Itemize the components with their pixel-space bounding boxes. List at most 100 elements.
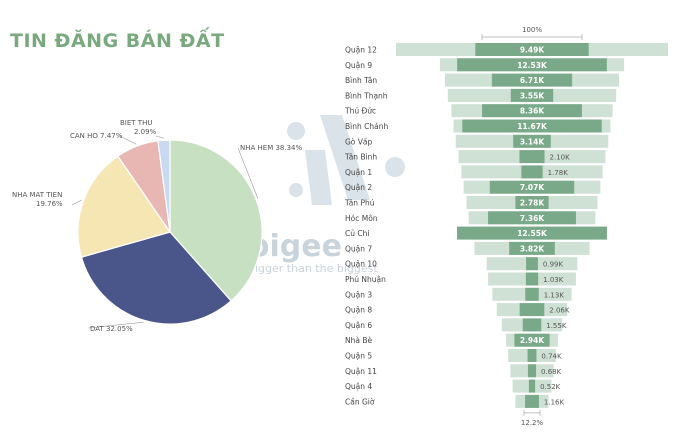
funnel-value-label: 12.55K xyxy=(517,229,548,238)
funnel-bar[interactable] xyxy=(488,211,576,225)
funnel-value-label: 9.49K xyxy=(520,46,546,55)
funnel-bar[interactable] xyxy=(525,394,539,408)
funnel-category-label: Quận 2 xyxy=(345,183,372,192)
funnel-value-label: 1.16K xyxy=(544,398,565,406)
pie-slice[interactable] xyxy=(169,139,263,302)
funnel-category-label: Quận 9 xyxy=(345,61,372,70)
funnel-bar[interactable] xyxy=(515,196,549,209)
funnel-category-label: Bình Thạnh xyxy=(345,91,388,100)
funnel-category-label: Quận 6 xyxy=(345,321,372,330)
watermark-shape xyxy=(305,150,332,205)
funnel-bar[interactable] xyxy=(528,379,536,393)
funnel-bar[interactable] xyxy=(525,272,539,286)
pie-slice[interactable] xyxy=(77,155,171,258)
funnel-bar[interactable] xyxy=(510,88,554,102)
funnel-category-label: Tân Phú xyxy=(344,199,375,208)
pie-slice-label: BIET THU xyxy=(120,119,152,127)
funnel-value-label: 3.14K xyxy=(520,137,546,146)
funnel-bar[interactable] xyxy=(489,180,575,194)
pie-slice-label: DAT 32.05% xyxy=(90,325,133,333)
funnel-category-label: Gò Vấp xyxy=(345,137,373,146)
funnel-category-label: Quận 11 xyxy=(345,367,377,376)
funnel-category-label: Nhà Bè xyxy=(345,336,372,345)
funnel-category-label: Quận 5 xyxy=(345,352,372,361)
pie-leader-line xyxy=(155,135,164,139)
funnel-category-label: Quận 7 xyxy=(345,244,372,253)
funnel-value-label: 0.52K xyxy=(540,383,561,391)
funnel-bar[interactable] xyxy=(526,257,538,271)
funnel-value-label: 0.68K xyxy=(541,368,562,376)
funnel-value-label: 2.94K xyxy=(520,336,546,345)
funnel-value-label: 3.82K xyxy=(520,244,546,253)
funnel-bar[interactable] xyxy=(475,43,589,56)
funnel-value-label: 7.07K xyxy=(520,183,546,192)
funnel-bar[interactable] xyxy=(457,58,607,72)
funnel-bar[interactable] xyxy=(462,119,602,133)
funnel-category-label: Bình Chánh xyxy=(345,122,388,131)
pie-slice-pct-label: 19.76% xyxy=(36,200,63,208)
watermark-dot xyxy=(289,183,303,197)
funnel-value-label: 7.36K xyxy=(520,214,546,223)
funnel-category-label: Thủ Đức xyxy=(344,107,376,116)
funnel-value-label: 1.03K xyxy=(543,276,564,284)
funnel-value-label: 6.71K xyxy=(520,76,546,85)
funnel-bar[interactable] xyxy=(482,104,582,118)
funnel-value-label: 1.13K xyxy=(544,291,565,299)
pie-leader-line xyxy=(87,321,144,329)
funnel-category-label: Hóc Môn xyxy=(345,214,378,223)
funnel-value-label: 8.36K xyxy=(520,107,546,116)
funnel-category-label: Tân Bình xyxy=(344,153,377,162)
funnel-category-label: Cần Giờ xyxy=(345,397,375,406)
funnel-value-label: 2.10K xyxy=(550,154,571,162)
funnel-value-label: 0.74K xyxy=(541,353,562,361)
funnel-bar[interactable] xyxy=(514,333,550,347)
pie-slice[interactable] xyxy=(157,139,171,233)
funnel-bar[interactable] xyxy=(525,287,539,301)
funnel-category-label: Phú Nhuận xyxy=(345,275,386,284)
funnel-bar[interactable] xyxy=(527,364,537,378)
pie-slice-pct-label: 2.09% xyxy=(134,128,157,136)
funnel-value-label: 1.55K xyxy=(546,322,567,330)
funnel-bar[interactable] xyxy=(519,150,545,164)
funnel-bar[interactable] xyxy=(457,226,607,240)
funnel-category-label: Củ Chi xyxy=(345,229,369,238)
funnel-value-label: 0.99K xyxy=(543,261,564,269)
funnel-category-label: Quận 3 xyxy=(345,290,372,299)
funnel-top-label: 100% xyxy=(522,26,542,34)
funnel-bar[interactable] xyxy=(521,165,543,179)
funnel-value-label: 2.06K xyxy=(549,307,570,315)
watermark-dot xyxy=(385,157,405,177)
funnel-value-label: 11.67K xyxy=(517,122,548,131)
funnel-bottom-label: 12.2% xyxy=(521,419,544,427)
funnel-bar[interactable] xyxy=(519,303,545,317)
funnel-category-label: Quận 10 xyxy=(345,260,377,269)
pie-slice-label: NHA HEM 38.34% xyxy=(240,144,303,152)
funnel-category-label: Quận 12 xyxy=(345,46,377,55)
funnel-value-label: 2.78K xyxy=(520,199,546,208)
funnel-category-label: Quận 1 xyxy=(345,168,372,177)
funnel-value-label: 1.78K xyxy=(548,169,569,177)
pie-leader-line xyxy=(237,147,259,199)
pie-slice[interactable] xyxy=(80,231,232,325)
watermark-subtitle: bigger than the biggest xyxy=(248,262,378,275)
funnel-category-label: Quận 4 xyxy=(345,382,372,391)
funnel-bar[interactable] xyxy=(513,134,551,148)
funnel-value-label: 3.55K xyxy=(520,91,546,100)
watermark-shape xyxy=(320,115,370,200)
pie-leader-line xyxy=(119,135,137,145)
funnel-bar[interactable] xyxy=(491,73,573,87)
funnel-value-label: 12.53K xyxy=(517,61,548,70)
funnel-bar[interactable] xyxy=(509,241,555,255)
pie-slice-label: CAN HO 7.47% xyxy=(70,132,123,140)
funnel-category-label: Bình Tân xyxy=(345,76,377,85)
pie-leader-line xyxy=(71,199,82,206)
funnel-bar[interactable] xyxy=(522,318,542,332)
funnel-category-label: Quận 8 xyxy=(345,306,372,315)
pie-slice-label: NHA MAT TIEN xyxy=(12,191,62,199)
watermark-dot xyxy=(287,122,305,140)
watermark-text: bigee xyxy=(248,229,342,264)
funnel-bar[interactable] xyxy=(527,349,537,362)
